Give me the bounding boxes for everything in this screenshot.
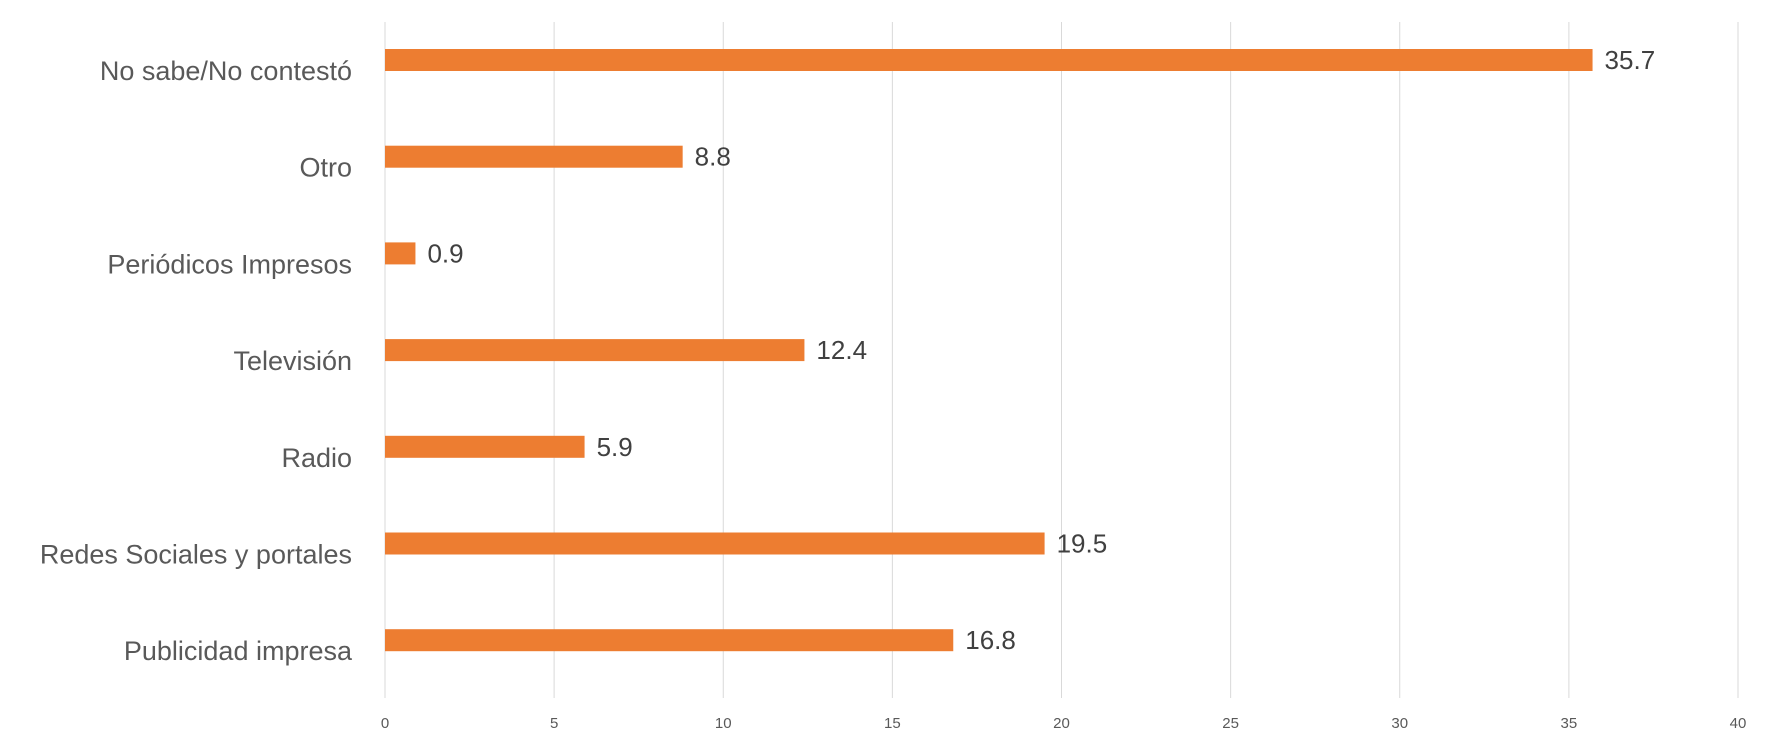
bars	[385, 49, 1593, 652]
x-tick-label: 25	[1222, 715, 1239, 732]
data-label: 5.9	[597, 432, 633, 462]
x-tick-label: 40	[1730, 715, 1747, 732]
data-label: 0.9	[427, 238, 463, 268]
x-tick-label: 30	[1391, 715, 1408, 732]
category-labels: No sabe/No contestó Otro Periódicos Impres…	[40, 56, 353, 666]
gridlines	[384, 22, 1739, 698]
bar	[385, 435, 585, 458]
x-axis-tick-labels: 0 5 10 15 20 25 30 35 40	[381, 715, 1747, 732]
data-label: 8.8	[695, 142, 731, 172]
bar	[385, 339, 805, 362]
x-tick-label: 35	[1561, 715, 1578, 732]
category-label: Periódicos Impresos	[107, 249, 352, 279]
x-tick-label: 5	[550, 715, 558, 732]
category-label: Redes Sociales y portales	[40, 540, 352, 570]
data-label: 19.5	[1057, 529, 1108, 559]
x-tick-label: 10	[715, 715, 732, 732]
bar	[385, 532, 1045, 555]
bar	[385, 145, 683, 168]
x-tick-label: 0	[381, 715, 389, 732]
category-label: Radio	[281, 443, 352, 473]
data-labels: 35.7 8.8 0.9 12.4 5.9 19.5 16.8	[427, 45, 1655, 655]
data-label: 35.7	[1605, 45, 1656, 75]
category-label: No sabe/No contestó	[100, 56, 352, 86]
x-tick-label: 15	[884, 715, 901, 732]
bar	[385, 49, 1593, 71]
x-tick-label: 20	[1053, 715, 1070, 732]
category-label: Publicidad impresa	[124, 636, 353, 666]
data-label: 16.8	[965, 625, 1016, 655]
bar	[385, 629, 954, 652]
category-label: Otro	[299, 153, 352, 183]
data-label: 12.4	[816, 335, 867, 365]
category-label: Televisión	[233, 346, 352, 376]
bar	[385, 242, 416, 265]
